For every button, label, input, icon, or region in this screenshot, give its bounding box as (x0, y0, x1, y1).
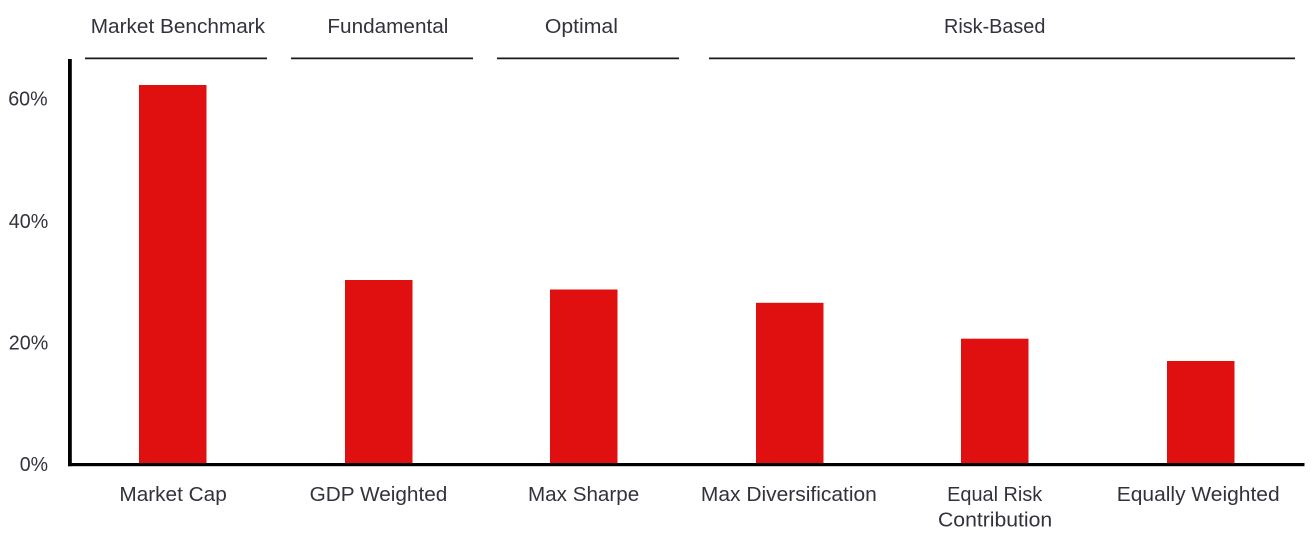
svg-text:40%: 40% (9, 210, 48, 233)
svg-text:Equal Risk: Equal Risk (947, 483, 1043, 506)
svg-text:Market Cap: Market Cap (119, 483, 226, 506)
svg-text:Equally Weighted: Equally Weighted (1117, 483, 1280, 506)
svg-text:Fundamental: Fundamental (327, 15, 448, 38)
svg-text:0%: 0% (20, 453, 48, 476)
svg-text:Contribution: Contribution (938, 509, 1052, 532)
svg-text:Market Benchmark: Market Benchmark (91, 15, 266, 38)
svg-text:Max Diversification: Max Diversification (701, 483, 877, 506)
svg-text:Risk-Based: Risk-Based (944, 15, 1045, 38)
svg-text:60%: 60% (8, 88, 47, 111)
svg-text:Max Sharpe: Max Sharpe (528, 483, 639, 506)
svg-text:GDP Weighted: GDP Weighted (310, 483, 448, 506)
svg-text:20%: 20% (9, 331, 48, 354)
svg-text:Optimal: Optimal (545, 15, 618, 38)
